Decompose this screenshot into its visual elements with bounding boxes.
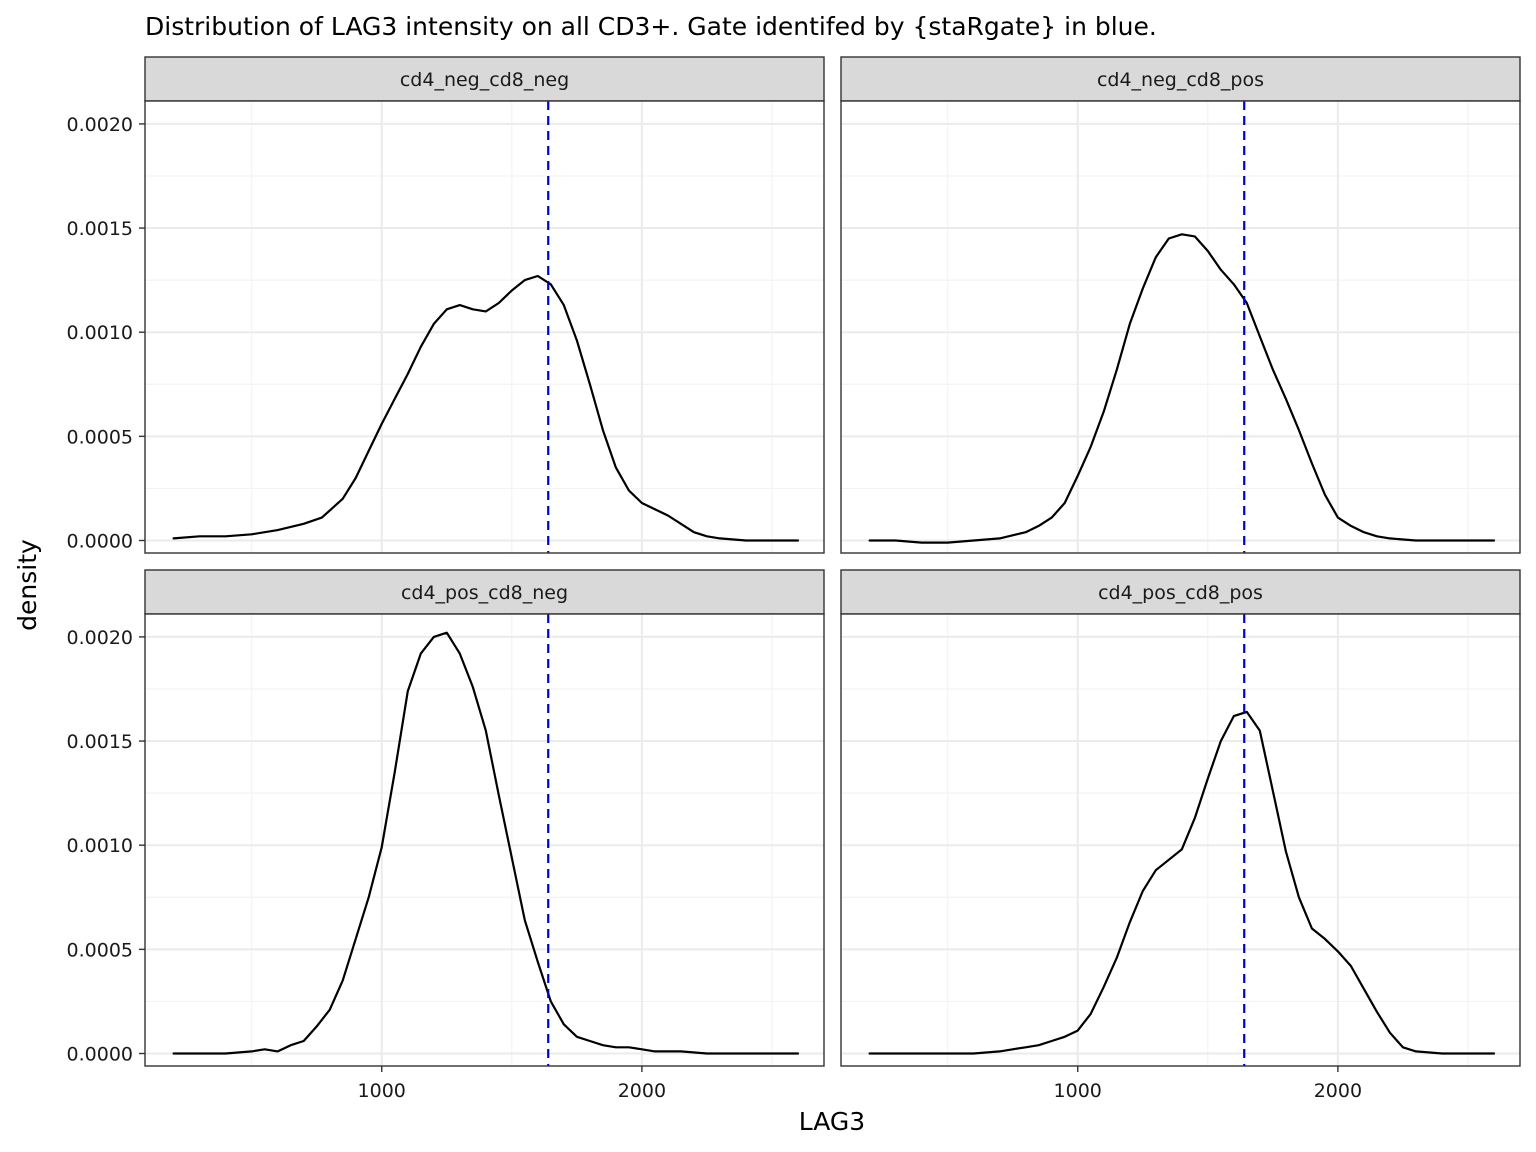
y-tick-label: 0.0015 xyxy=(67,218,133,240)
y-tick-label: 0.0010 xyxy=(67,835,133,857)
panel-background xyxy=(145,101,824,553)
panel-border xyxy=(144,613,825,1067)
x-tick-label: 2000 xyxy=(618,1080,666,1102)
panel-background xyxy=(145,614,824,1066)
facet-panel-cd4_neg_cd8_pos: cd4_neg_cd8_pos xyxy=(840,56,1521,554)
x-axis: 1000 2000 1000 2000 xyxy=(358,1066,1362,1102)
panel-border xyxy=(144,100,825,554)
gridlines xyxy=(145,101,824,553)
panel-border xyxy=(840,613,1521,1067)
facet-strip-label: cd4_neg_cd8_pos xyxy=(1097,69,1264,91)
y-axis-title: density xyxy=(13,539,42,631)
facet-strip-label: cd4_pos_cd8_pos xyxy=(1098,582,1263,604)
y-tick-label: 0.0005 xyxy=(67,939,133,961)
x-tick-label: 1000 xyxy=(1054,1080,1102,1102)
facet-panel-cd4_pos_cd8_neg: cd4_pos_cd8_neg xyxy=(144,569,825,1067)
y-tick-label: 0.0000 xyxy=(67,531,133,553)
density-line-cd4_pos_cd8_neg xyxy=(172,631,800,1055)
x-tick-label: 2000 xyxy=(1314,1080,1362,1102)
facet-grid: cd4_neg_cd8_neg cd4_neg_cd8_pos cd4_pos_cd… xyxy=(144,56,1521,1067)
facet-strip xyxy=(840,56,1521,102)
gridlines xyxy=(841,101,1520,553)
density-line-cd4_neg_cd8_neg xyxy=(172,274,800,542)
facet-strip xyxy=(144,569,825,615)
y-tick-label: 0.0010 xyxy=(67,322,133,344)
x-tick-label: 1000 xyxy=(358,1080,406,1102)
x-axis-title: LAG3 xyxy=(799,1107,865,1136)
y-tick-label: 0.0020 xyxy=(67,627,133,649)
facet-panel-cd4_neg_cd8_neg: cd4_neg_cd8_neg xyxy=(144,56,825,554)
gridlines xyxy=(841,614,1520,1066)
y-tick-label: 0.0000 xyxy=(67,1044,133,1066)
panel-border xyxy=(840,100,1521,554)
facet-strip xyxy=(144,56,825,102)
y-tick-label: 0.0020 xyxy=(67,114,133,136)
y-axis: 0.0000 0.0005 0.0010 0.0015 0.0020 0.0000 0.00… xyxy=(67,114,145,1066)
density-line-cd4_pos_cd8_pos xyxy=(868,710,1496,1055)
facet-strip xyxy=(840,569,1521,615)
density-line-cd4_neg_cd8_pos xyxy=(868,233,1496,544)
facet-strip-label: cd4_pos_cd8_neg xyxy=(401,582,568,604)
chart-title: Distribution of LAG3 intensity on all CD… xyxy=(145,12,1157,41)
facet-strip-label: cd4_neg_cd8_neg xyxy=(400,69,569,91)
y-tick-label: 0.0005 xyxy=(67,426,133,448)
facet-panel-cd4_pos_cd8_pos: cd4_pos_cd8_pos xyxy=(840,569,1521,1067)
y-tick-label: 0.0015 xyxy=(67,731,133,753)
panel-background xyxy=(841,614,1520,1066)
panel-background xyxy=(841,101,1520,553)
